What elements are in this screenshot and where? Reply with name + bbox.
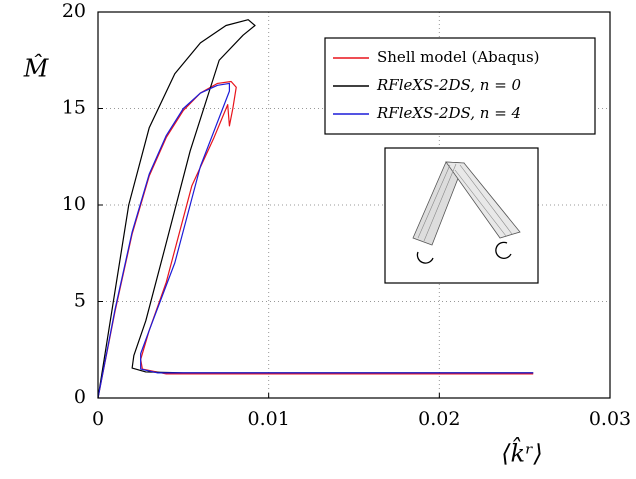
y-tick-label: 0 [74,386,86,408]
y-tick-label: 10 [62,193,86,215]
y-tick-label: 20 [62,0,86,22]
legend-label: RFleXS-2DS, n = 4 [376,104,521,122]
inset [385,148,538,283]
x-tick-label: 0.02 [418,408,460,430]
chart: M̂ ⟨k̂ʳ⟩ 0 5 10 15 20 0 0.01 0.02 0.03 Shell mode… [0,0,636,479]
x-tick-label: 0.01 [248,408,290,430]
y-tick-label: 15 [62,97,86,119]
y-tick-label: 5 [74,290,86,312]
x-tick-label: 0 [92,408,104,430]
page: {"chart_data": {"type": "line", "x_label… [0,0,636,479]
x-tick-label: 0.03 [589,408,631,430]
y-axis-label: M̂ [23,54,50,82]
legend-label: RFleXS-2DS, n = 0 [376,76,522,94]
legend-label: Shell model (Abaqus) [377,48,540,66]
x-axis-label: ⟨k̂ʳ⟩ [501,436,543,467]
